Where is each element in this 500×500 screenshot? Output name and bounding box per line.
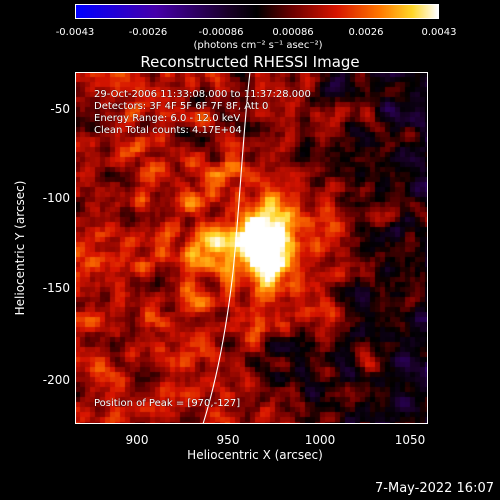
time-range-annotation: 29-Oct-2006 11:33:08.000 to 11:37:28.000 [94, 89, 311, 100]
colorbar [75, 4, 439, 19]
peak-position-annotation: Position of Peak = [970,-127] [94, 398, 241, 409]
y-tick-label: -200 [42, 373, 70, 387]
colorbar-tick: -0.00086 [198, 27, 244, 38]
footer-date: 7-May-2022 16:07 [375, 481, 494, 496]
x-tick-label: 900 [125, 433, 149, 447]
y-tick-label: -50 [50, 102, 70, 116]
plot-title: Reconstructed RHESSI Image [140, 53, 360, 71]
colorbar-tick: 0.00086 [272, 27, 314, 38]
colorbar-tick: -0.0026 [128, 27, 168, 38]
x-tick-label: 1050 [394, 433, 426, 447]
colorbar-tick: -0.0043 [55, 27, 95, 38]
y-tick-label: -100 [42, 191, 70, 205]
energy-range-annotation: Energy Range: 6.0 - 12.0 keV [94, 113, 241, 124]
colorbar-tick: 0.0026 [348, 27, 384, 38]
y-axis-label: Heliocentric Y (arcsec) [13, 180, 27, 316]
y-tick-label: -150 [42, 281, 70, 295]
x-tick-label: 950 [216, 433, 240, 447]
rhessi-image [75, 72, 428, 424]
x-tick-label: 1000 [304, 433, 336, 447]
detectors-annotation: Detectors: 3F 4F 5F 6F 7F 8F, Att 0 [94, 101, 269, 112]
colorbar-unit: (photons cm⁻² s⁻¹ asec⁻²) [193, 40, 323, 51]
colorbar-tick: 0.0043 [421, 27, 457, 38]
clean-annotation: Clean Total counts: 4.17E+04 [94, 125, 242, 136]
x-axis-label: Heliocentric X (arcsec) [187, 448, 323, 462]
